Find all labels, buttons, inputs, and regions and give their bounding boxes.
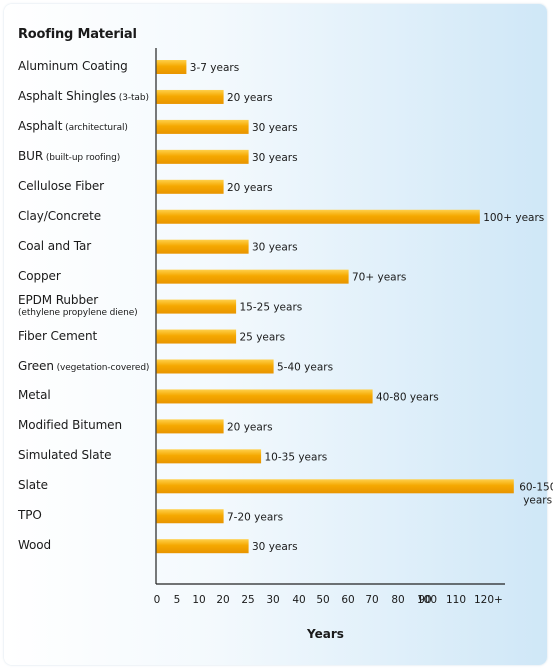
value-label: 30 years — [252, 152, 298, 164]
category-name: Asphalt Shingles — [18, 88, 117, 103]
category-label: Cellulose Fiber — [18, 179, 104, 193]
category-label: BUR (built-up roofing) — [18, 149, 120, 163]
x-tick-label: 25 — [241, 594, 254, 606]
value-label: 7-20 years — [227, 511, 283, 523]
value-label: 5-40 years — [277, 362, 333, 374]
x-tick-label: 0 — [154, 594, 161, 606]
value-label: 30 years — [252, 242, 298, 254]
x-tick-label: 20 — [216, 594, 229, 606]
value-label: 20 years — [227, 421, 273, 433]
bar-green — [156, 359, 274, 374]
bar-bur — [156, 149, 249, 164]
bar-wood — [156, 539, 249, 554]
value-label: 10-35 years — [265, 451, 328, 463]
bar-slate — [156, 479, 514, 494]
category-label: Metal — [18, 388, 51, 402]
category-name: Modified Bitumen — [18, 418, 122, 433]
bar-tpo — [156, 509, 224, 524]
value-label: 70+ years — [352, 272, 406, 284]
category-label: Slate — [18, 478, 48, 492]
bar-coal-and-tar — [156, 239, 249, 254]
category-label: Fiber Cement — [18, 329, 97, 343]
category-name: BUR — [18, 148, 44, 163]
category-note: (architectural) — [62, 122, 128, 133]
category-name: TPO — [18, 508, 42, 523]
chart-title: Roofing Material — [18, 27, 137, 42]
category-label: Coal and Tar — [18, 239, 91, 253]
category-name: Clay/Concrete — [18, 208, 101, 223]
value-label: 20 years — [227, 182, 273, 194]
category-name: Fiber Cement — [18, 328, 98, 343]
x-tick-label: 80 — [391, 594, 404, 606]
category-note: (built-up roofing) — [43, 152, 121, 163]
value-label: 25 years — [240, 332, 286, 344]
category-name: Simulated Slate — [18, 448, 112, 463]
category-name: Asphalt — [18, 118, 63, 133]
bar-copper — [156, 269, 349, 284]
category-label: Modified Bitumen — [18, 418, 122, 432]
x-tick-label: 110 — [446, 594, 466, 606]
value-label: 30 years — [252, 122, 298, 134]
x-tick-label: 120+ — [474, 594, 503, 606]
category-name: Wood — [18, 538, 52, 553]
category-label: Asphalt Shingles (3-tab) — [18, 89, 149, 103]
bar-clay-concrete — [156, 209, 480, 224]
bar-fiber-cement — [156, 329, 237, 344]
value-label: 60-150 — [519, 481, 553, 493]
bar-cellulose-fiber — [156, 179, 224, 194]
value-label: 100+ years — [483, 212, 544, 224]
category-name: Coal and Tar — [18, 238, 92, 253]
category-label: Clay/Concrete — [18, 209, 101, 223]
category-label: TPO — [18, 508, 42, 522]
bar-aluminum-coating — [156, 60, 187, 74]
category-name: Cellulose Fiber — [18, 178, 104, 193]
value-label: 3-7 years — [190, 62, 239, 74]
bar-simulated-slate — [156, 449, 262, 464]
category-label: Aluminum Coating — [18, 59, 128, 73]
x-tick-label: 70 — [365, 594, 378, 606]
value-label: years — [523, 494, 552, 506]
category-name: Aluminum Coating — [18, 59, 128, 73]
category-note: (3-tab) — [116, 92, 149, 103]
category-name: Green — [18, 358, 54, 373]
bar-metal — [156, 389, 373, 404]
category-note: (vegetation-covered) — [53, 362, 150, 373]
category-note: (ethylene propylene diene) — [18, 307, 138, 318]
x-tick-label: 5 — [174, 594, 181, 606]
x-tick-label: 50 — [316, 594, 329, 606]
bar-modified-bitumen — [156, 419, 224, 434]
x-axis-title: Years — [307, 627, 344, 641]
value-label: 40-80 years — [376, 391, 439, 403]
x-tick-label: 10 — [192, 594, 205, 606]
bar-epdm-rubber — [156, 299, 237, 314]
bar-asphalt — [156, 119, 249, 134]
category-label: Simulated Slate — [18, 448, 111, 462]
x-tick-label: 100 — [417, 594, 437, 606]
x-tick-label: 40 — [292, 594, 305, 606]
category-name: Copper — [18, 268, 61, 283]
category-label: EPDM Rubber (ethylene propylene diene) — [18, 293, 138, 318]
category-name: EPDM Rubber — [18, 292, 99, 307]
category-label: Copper — [18, 269, 61, 283]
category-name: Slate — [18, 478, 48, 493]
chart-panel — [4, 4, 547, 665]
category-name: Metal — [18, 388, 51, 403]
bar-asphalt-shingles — [156, 89, 224, 104]
x-tick-label: 90 — [418, 594, 431, 606]
value-label: 30 years — [252, 541, 298, 553]
value-label: 20 years — [227, 92, 273, 104]
category-label: Asphalt (architectural) — [18, 119, 128, 133]
category-label: Green (vegetation-covered) — [18, 359, 149, 373]
value-label: 15-25 years — [240, 302, 303, 314]
x-tick-label: 30 — [266, 594, 279, 606]
category-label: Wood — [18, 538, 51, 552]
x-tick-label: 60 — [341, 594, 354, 606]
